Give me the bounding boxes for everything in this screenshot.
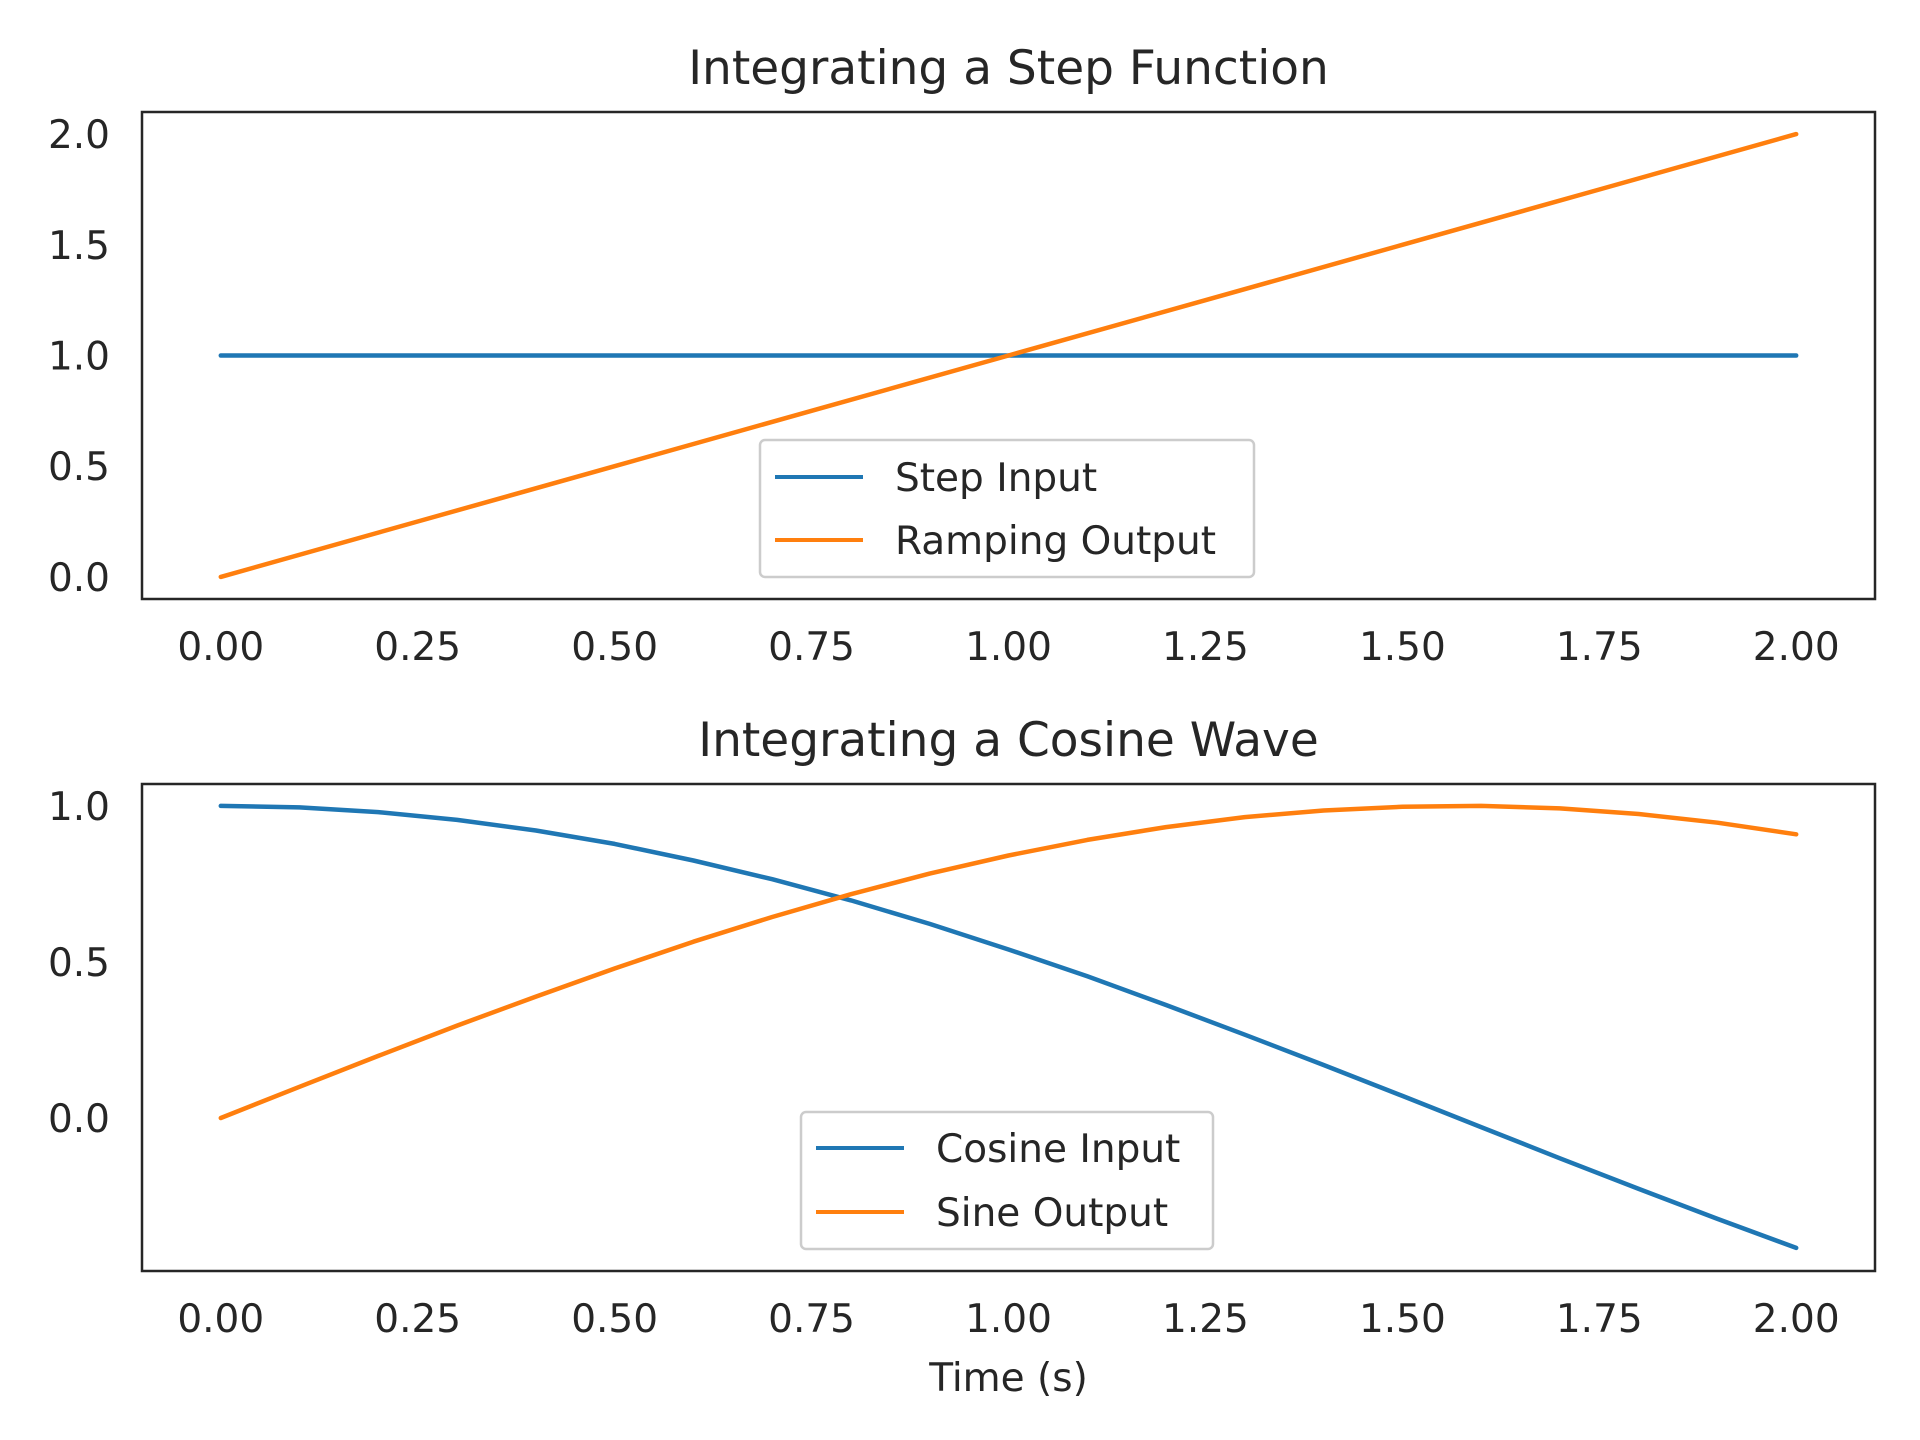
series-line-1 <box>218 803 1799 1251</box>
x-tick-label: 1.25 <box>1162 625 1249 670</box>
x-tick-label: 0.50 <box>571 1297 658 1342</box>
step-function-chart: Integrating a Step Function 0.00 0.25 0.50… <box>48 41 1877 670</box>
x-tick-label: 1.00 <box>965 625 1052 670</box>
x-tick-label: 0.25 <box>374 1297 461 1342</box>
legend-entry-ramping-output: Ramping Output <box>775 519 1216 564</box>
legend-entry-sine-output: Sine Output <box>816 1191 1168 1236</box>
axes-frame <box>140 782 1877 1273</box>
y-tick-label: 0.5 <box>48 445 110 490</box>
x-tick-label: 1.50 <box>1359 625 1446 670</box>
y-tick-label: 0.0 <box>48 556 110 601</box>
series-line-2 <box>218 803 1799 1121</box>
y-tick-label: 1.5 <box>48 224 110 269</box>
legend-entry-step-input: Step Input <box>775 456 1097 501</box>
series-lines <box>218 131 1799 580</box>
series-line-2 <box>218 131 1799 580</box>
legend-label: Cosine Input <box>936 1127 1180 1172</box>
x-tick-label: 0.00 <box>177 1297 264 1342</box>
x-tick-label: 1.25 <box>1162 1297 1249 1342</box>
y-tick-label: 0.5 <box>48 941 110 986</box>
chart-title: Integrating a Cosine Wave <box>698 713 1319 768</box>
x-tick-label: 0.50 <box>571 625 658 670</box>
ticks: 0.00 0.25 0.50 0.75 1.00 1.25 1.50 1.75 2.00 0.0 0… <box>48 785 1840 1342</box>
x-tick-label: 1.50 <box>1359 1297 1446 1342</box>
y-tick-label: 2.0 <box>48 113 110 158</box>
x-tick-label: 0.75 <box>768 625 855 670</box>
y-tick-label: 1.0 <box>48 335 110 380</box>
legend: Step Input Ramping Output <box>758 438 1256 579</box>
x-tick-label: 1.00 <box>965 1297 1052 1342</box>
legend-label: Ramping Output <box>895 519 1216 564</box>
x-tick-label: 0.00 <box>177 625 264 670</box>
axes-frame <box>140 110 1877 601</box>
x-tick-label: 0.25 <box>374 625 461 670</box>
chart-title: Integrating a Step Function <box>688 41 1329 96</box>
legend-box <box>758 438 1256 579</box>
legend: Cosine Input Sine Output <box>799 1110 1215 1251</box>
x-tick-label: 2.00 <box>1753 1297 1840 1342</box>
cosine-wave-chart: Integrating a Cosine Wave 0.00 0.25 0.50 0.… <box>48 713 1877 1401</box>
legend-label: Sine Output <box>936 1191 1168 1236</box>
series-lines <box>218 803 1799 1251</box>
x-tick-label: 2.00 <box>1753 625 1840 670</box>
x-tick-label: 1.75 <box>1556 625 1643 670</box>
legend-entry-cosine-input: Cosine Input <box>816 1127 1180 1172</box>
legend-label: Step Input <box>895 456 1097 501</box>
y-tick-label: 0.0 <box>48 1097 110 1142</box>
ticks: 0.00 0.25 0.50 0.75 1.00 1.25 1.50 1.75 2.00 0.0 0… <box>48 113 1840 670</box>
y-tick-label: 1.0 <box>48 785 110 830</box>
x-tick-label: 1.75 <box>1556 1297 1643 1342</box>
x-tick-label: 0.75 <box>768 1297 855 1342</box>
x-axis-label: Time (s) <box>928 1356 1088 1401</box>
